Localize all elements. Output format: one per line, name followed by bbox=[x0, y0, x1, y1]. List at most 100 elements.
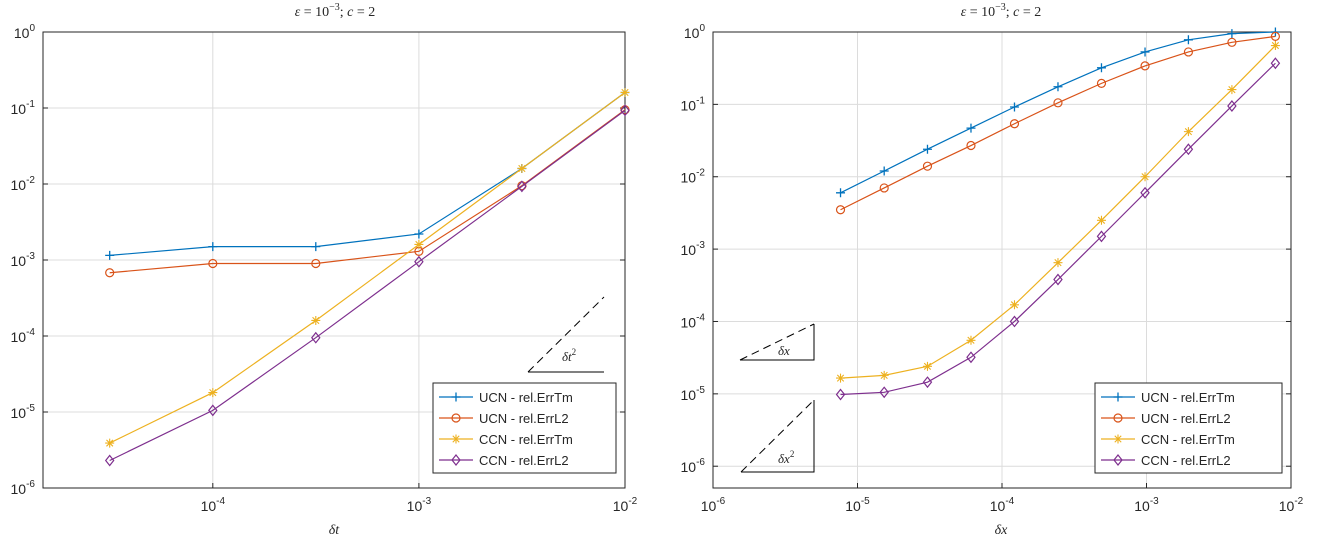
right-legend-marker bbox=[1113, 413, 1123, 423]
left-slope-triangle-hyp bbox=[527, 296, 605, 373]
left-series-line bbox=[109, 109, 626, 462]
right-data-point bbox=[1227, 85, 1237, 95]
right-slope-dx2-label: δx2 bbox=[778, 449, 794, 466]
right-data-point bbox=[1183, 47, 1194, 57]
right-legend-marker bbox=[1113, 392, 1123, 402]
right-data-point bbox=[836, 373, 846, 383]
left-legend-label: UCN - rel.ErrTm bbox=[479, 390, 573, 405]
left-slope-label: δt2 bbox=[562, 347, 576, 364]
left-data-point bbox=[311, 315, 321, 325]
right-data-point bbox=[966, 140, 976, 151]
right-data-point bbox=[879, 370, 889, 380]
right-data-point bbox=[879, 386, 889, 399]
left-x-tick-label: 10-3 bbox=[407, 496, 432, 514]
right-data-point bbox=[922, 361, 932, 371]
right-data-point bbox=[1009, 315, 1020, 328]
left-data-point bbox=[620, 104, 630, 117]
right-title: ε = 10−3; c = 2 bbox=[961, 2, 1042, 20]
right-legend: UCN - rel.ErrTm UCN - rel.ErrL2 CCN - rel.… bbox=[1094, 382, 1283, 474]
right-data-point bbox=[835, 205, 846, 215]
left-data-point bbox=[311, 242, 321, 252]
right-slope-dx2-leg bbox=[741, 400, 815, 473]
right-data-point bbox=[1009, 119, 1020, 129]
right-legend-box bbox=[1094, 382, 1283, 474]
right-data-point bbox=[1053, 258, 1063, 268]
left-title: ε = 10−3; c = 2 bbox=[295, 2, 376, 20]
left-x-tick-label: 10-4 bbox=[201, 496, 226, 514]
left-axis-ticks: 10-4 10-3 10-2 10-6 10-5 10-4 10-3 10-2 10-1 100 bbox=[11, 23, 638, 514]
left-y-tick-label: 10-4 bbox=[11, 327, 36, 345]
right-series-line bbox=[840, 31, 1276, 194]
right-data-point bbox=[879, 183, 889, 193]
left-legend-marker bbox=[451, 454, 461, 466]
right-data-point bbox=[1270, 57, 1281, 70]
right-legend-label: CCN - rel.ErrTm bbox=[1141, 432, 1235, 447]
left-y-tick-label: 10-5 bbox=[11, 403, 36, 421]
right-y-tick-label: 10-3 bbox=[681, 240, 706, 258]
right-data-point bbox=[1183, 127, 1193, 137]
left-data-point bbox=[620, 87, 630, 97]
right-data-point bbox=[1009, 300, 1019, 310]
right-data-point bbox=[1053, 82, 1063, 92]
right-y-tick-label: 10-1 bbox=[681, 95, 706, 113]
right-slope-dx-hyp bbox=[739, 323, 815, 361]
right-data-point bbox=[922, 144, 932, 154]
right-data-point bbox=[1140, 172, 1150, 182]
right-data-point bbox=[1140, 61, 1150, 71]
right-series-line bbox=[840, 62, 1276, 396]
right-data-point bbox=[1227, 100, 1237, 112]
right-legend-label: UCN - rel.ErrL2 bbox=[1141, 411, 1231, 426]
left-x-tick-label: 10-2 bbox=[613, 496, 638, 514]
right-data-point bbox=[966, 335, 976, 345]
right-data-point bbox=[835, 388, 846, 401]
left-legend-marker bbox=[451, 413, 461, 423]
right-data-point bbox=[1053, 273, 1063, 286]
left-series-line bbox=[109, 92, 626, 256]
right-data-point bbox=[1270, 31, 1281, 41]
right-data-point bbox=[836, 188, 846, 198]
right-data-point bbox=[966, 351, 976, 364]
right-data-point bbox=[1270, 41, 1280, 51]
right-series-line bbox=[840, 35, 1276, 211]
right-y-tick-label: 100 bbox=[684, 23, 706, 41]
right-data-point bbox=[1053, 98, 1063, 108]
right-data-point bbox=[1096, 215, 1106, 225]
left-data-point bbox=[517, 180, 527, 193]
right-axis-ticks: 10-6 10-5 10-4 10-3 10-2 10-6 10-5 10-4 10-3 10-2… bbox=[681, 23, 1304, 514]
left-data-point bbox=[208, 404, 218, 417]
left-legend: UCN - rel.ErrTm UCN - rel.ErrL2 CCN - rel.… bbox=[432, 382, 617, 474]
right-x-tick-label: 10-4 bbox=[990, 496, 1015, 514]
right-data-point bbox=[1227, 29, 1237, 39]
left-y-tick-label: 10-6 bbox=[11, 479, 36, 497]
right-legend-marker bbox=[1113, 454, 1123, 466]
right-data-point bbox=[966, 123, 976, 133]
right-data-point bbox=[1183, 35, 1193, 45]
left-data-point bbox=[208, 242, 218, 252]
right-x-tick-label: 10-3 bbox=[1134, 496, 1159, 514]
right-y-tick-label: 10-6 bbox=[681, 457, 706, 475]
left-y-tick-label: 10-2 bbox=[11, 175, 36, 193]
right-data-point bbox=[1096, 63, 1106, 73]
right-data-point bbox=[922, 376, 933, 389]
right-data-point bbox=[922, 161, 933, 171]
left-y-tick-label: 10-1 bbox=[11, 99, 36, 117]
left-data-point bbox=[105, 250, 115, 260]
right-x-tick-label: 10-5 bbox=[845, 496, 870, 514]
right-data-point bbox=[1096, 78, 1107, 88]
left-data-point bbox=[208, 388, 218, 398]
left-series-line bbox=[109, 92, 626, 444]
left-chart: ε = 10−3; c = 2 10-4 10-3 10-2 10-6 10-5 10-4… bbox=[11, 2, 638, 538]
right-data-point bbox=[1140, 47, 1150, 57]
left-legend-marker bbox=[451, 392, 461, 402]
right-slope-dx-label: δx bbox=[778, 343, 790, 358]
right-series-line bbox=[840, 45, 1276, 379]
right-y-tick-label: 10-5 bbox=[681, 385, 706, 403]
left-data-point bbox=[414, 239, 424, 249]
left-series-layer bbox=[104, 87, 630, 467]
right-data-point bbox=[1227, 37, 1237, 47]
right-data-point bbox=[879, 166, 889, 176]
left-data-point bbox=[105, 438, 115, 448]
right-x-tick-label: 10-6 bbox=[701, 496, 726, 514]
right-y-tick-label: 10-4 bbox=[681, 312, 706, 330]
